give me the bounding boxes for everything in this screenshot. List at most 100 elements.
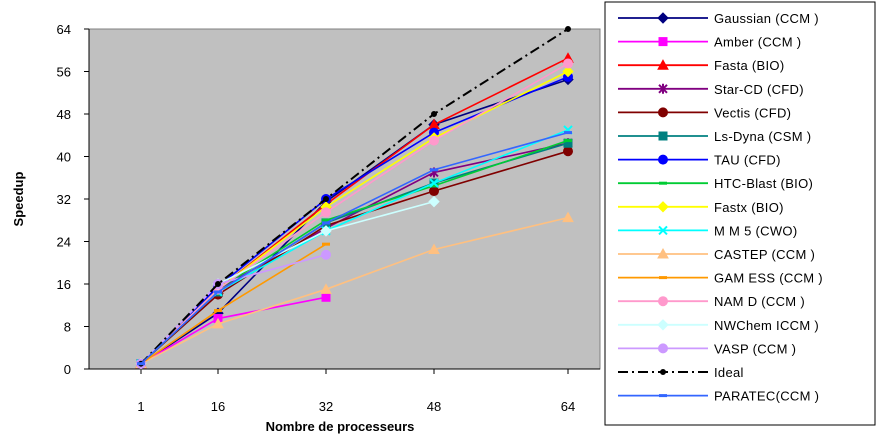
- data-point: [321, 207, 331, 218]
- legend-marker: [658, 83, 668, 94]
- legend-label: NAM D (CCM ): [714, 294, 805, 309]
- legend-label: NWChem ICCM ): [714, 318, 819, 333]
- legend-label: GAM ESS (CCM ): [714, 271, 823, 286]
- data-point: [214, 309, 222, 313]
- legend-entry: Fasta (BIO): [618, 58, 784, 73]
- legend-label: Star-CD (CFD): [714, 82, 804, 97]
- y-tick-label: 24: [57, 235, 71, 250]
- legend-label: Fastx (BIO): [714, 200, 784, 215]
- data-point: [563, 58, 573, 69]
- data-point: [562, 211, 574, 223]
- legend-label: VASP (CCM ): [714, 341, 796, 356]
- data-point: [565, 26, 571, 32]
- legend-marker: [658, 225, 668, 236]
- legend-entry: Star-CD (CFD): [618, 82, 804, 97]
- legend-entry: PARATEC(CCM ): [618, 389, 819, 404]
- plot-area: [88, 28, 601, 370]
- legend-marker: [657, 59, 669, 70]
- data-point: [430, 168, 438, 172]
- legend-label: CASTEP (CCM ): [714, 247, 815, 262]
- y-tick-label: 40: [57, 150, 71, 165]
- legend-marker: [657, 319, 669, 331]
- legend-label: Vectis (CFD): [714, 105, 791, 120]
- data-point: [215, 281, 221, 287]
- y-tick-label: 64: [57, 22, 71, 37]
- data-point: [428, 243, 440, 254]
- data-point: [563, 146, 573, 157]
- legend-marker: [657, 12, 669, 24]
- data-point: [322, 242, 330, 246]
- data-point: [431, 111, 437, 117]
- x-tick-label: 1: [137, 399, 144, 414]
- legend-marker: [659, 181, 667, 185]
- legend-marker: [658, 296, 668, 307]
- legend-entry: Ideal: [618, 365, 744, 380]
- data-point: [322, 218, 330, 222]
- legend-entry: CASTEP (CCM ): [618, 247, 815, 262]
- x-axis-ticks: 1 16 32 48 64: [89, 368, 600, 414]
- y-tick-label: 32: [57, 192, 71, 207]
- x-tick-label: 48: [427, 399, 441, 414]
- legend-label: Fasta (BIO): [714, 58, 784, 73]
- legend-label: HTC-Blast (BIO): [714, 176, 813, 191]
- legend-entry: Vectis (CFD): [618, 105, 791, 120]
- legend-entry: VASP (CCM ): [618, 341, 796, 356]
- x-axis-title: Nombre de processeurs: [266, 419, 415, 434]
- x-tick-label: 32: [319, 399, 333, 414]
- x-tick-label: 16: [211, 399, 225, 414]
- legend-marker: [659, 394, 667, 398]
- data-point: [430, 184, 438, 188]
- data-point: [564, 131, 572, 135]
- legend-label: Amber (CCM ): [714, 35, 801, 50]
- data-point: [320, 283, 332, 294]
- data-point: [214, 290, 222, 294]
- data-point: [212, 317, 224, 329]
- data-point: [321, 292, 331, 302]
- legend-label: M M 5 (CWO): [714, 223, 797, 238]
- legend-marker: [658, 37, 668, 47]
- y-tick-label: 0: [64, 362, 71, 377]
- series-16: [137, 131, 572, 366]
- y-tick-label: 48: [57, 107, 71, 122]
- legend-entry: GAM ESS (CCM ): [618, 271, 823, 286]
- legend-entry: Ls-Dyna (CSM ): [618, 129, 811, 144]
- legend-box: [604, 1, 876, 426]
- data-point: [429, 135, 439, 146]
- data-point: [564, 139, 572, 143]
- legend-entry: HTC-Blast (BIO): [618, 176, 813, 191]
- legend-label: Ls-Dyna (CSM ): [714, 129, 811, 144]
- legend-marker: [657, 247, 669, 259]
- y-tick-label: 8: [64, 320, 71, 335]
- y-axis-ticks: 0 8 16 24 32 40 48 56 64: [57, 22, 90, 377]
- legend-marker: [658, 107, 668, 118]
- data-point: [321, 249, 331, 260]
- legend-entry: Fastx (BIO): [618, 200, 784, 215]
- legend-label: Gaussian (CCM ): [714, 11, 819, 26]
- legend-entry: NWChem ICCM ): [618, 318, 819, 333]
- data-point: [428, 195, 440, 208]
- y-axis-title: Speedup: [11, 171, 26, 226]
- legend-marker: [658, 131, 668, 141]
- legend-entry: NAM D (CCM ): [618, 294, 805, 309]
- legend-label: Ideal: [714, 365, 744, 380]
- data-point: [320, 225, 332, 237]
- legend-label: TAU (CFD): [714, 153, 781, 168]
- data-point: [322, 221, 330, 225]
- legend: Gaussian (CCM ) Amber (CCM ) Fasta (BIO) St…: [618, 11, 823, 404]
- data-point: [429, 178, 439, 188]
- series-layer: [135, 26, 574, 370]
- data-point: [429, 186, 439, 197]
- legend-entry: Amber (CCM ): [618, 35, 801, 50]
- legend-label: PARATEC(CCM ): [714, 389, 819, 404]
- legend-entry: Gaussian (CCM ): [618, 11, 819, 26]
- data-point: [323, 196, 329, 202]
- y-tick-label: 56: [57, 65, 71, 80]
- data-point: [137, 362, 145, 366]
- x-tick-label: 64: [561, 399, 575, 414]
- y-tick-label: 16: [57, 277, 71, 292]
- legend-marker: [658, 343, 668, 354]
- legend-entry: M M 5 (CWO): [618, 223, 797, 238]
- legend-marker: [657, 201, 669, 213]
- legend-entry: TAU (CFD): [618, 153, 781, 168]
